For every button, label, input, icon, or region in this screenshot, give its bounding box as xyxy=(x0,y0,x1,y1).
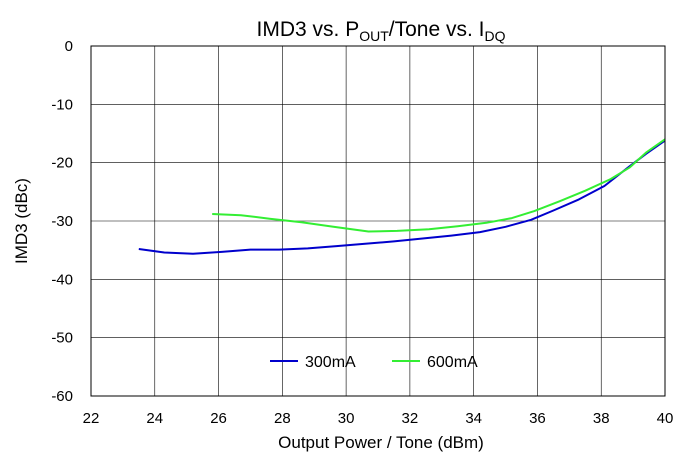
chart-title: IMD3 vs. POUT/Tone vs. IDQ xyxy=(257,18,506,44)
y-tick-label: -50 xyxy=(51,330,73,347)
chart-title-mid: /Tone vs. I xyxy=(389,18,485,41)
chart-title-main: IMD3 vs. P xyxy=(257,18,360,41)
series-line-300mA xyxy=(138,139,666,255)
chart-title-sub-out: OUT xyxy=(359,28,389,44)
y-tick-label: -20 xyxy=(51,155,73,172)
x-axis-title: Output Power / Tone (dBm) xyxy=(278,433,484,452)
series-lines xyxy=(138,138,666,255)
y-tick-labels: 0 -10 -20 -30 -40 -50 -60 xyxy=(51,38,73,405)
x-tick-label: 38 xyxy=(593,410,610,427)
y-tick-label: -40 xyxy=(51,271,73,288)
x-tick-label: 28 xyxy=(274,410,291,427)
x-tick-label: 24 xyxy=(146,410,163,427)
plot-frame xyxy=(90,45,666,397)
x-tick-label: 36 xyxy=(529,410,546,427)
x-tick-label: 26 xyxy=(210,410,227,427)
y-tick-label: -60 xyxy=(51,388,73,405)
y-tick-label: -10 xyxy=(51,96,73,113)
y-tick-label: 0 xyxy=(65,38,73,55)
chart-title-sub-dq: DQ xyxy=(484,28,505,44)
x-tick-label: 32 xyxy=(402,410,419,427)
legend-label-300mA: 300mA xyxy=(305,354,356,371)
y-axis-title: IMD3 (dBc) xyxy=(12,178,31,264)
legend-label-600mA: 600mA xyxy=(427,354,478,371)
x-tick-label: 34 xyxy=(465,410,482,427)
grid-lines xyxy=(90,45,666,397)
x-tick-labels: 22 24 26 28 30 32 34 36 38 40 xyxy=(83,410,674,427)
x-tick-label: 30 xyxy=(338,410,355,427)
series-line-600mA xyxy=(212,138,666,233)
x-tick-label: 40 xyxy=(657,410,674,427)
legend: 300mA 600mA xyxy=(270,354,478,371)
x-tick-label: 22 xyxy=(83,410,100,427)
y-tick-label: -30 xyxy=(51,213,73,230)
